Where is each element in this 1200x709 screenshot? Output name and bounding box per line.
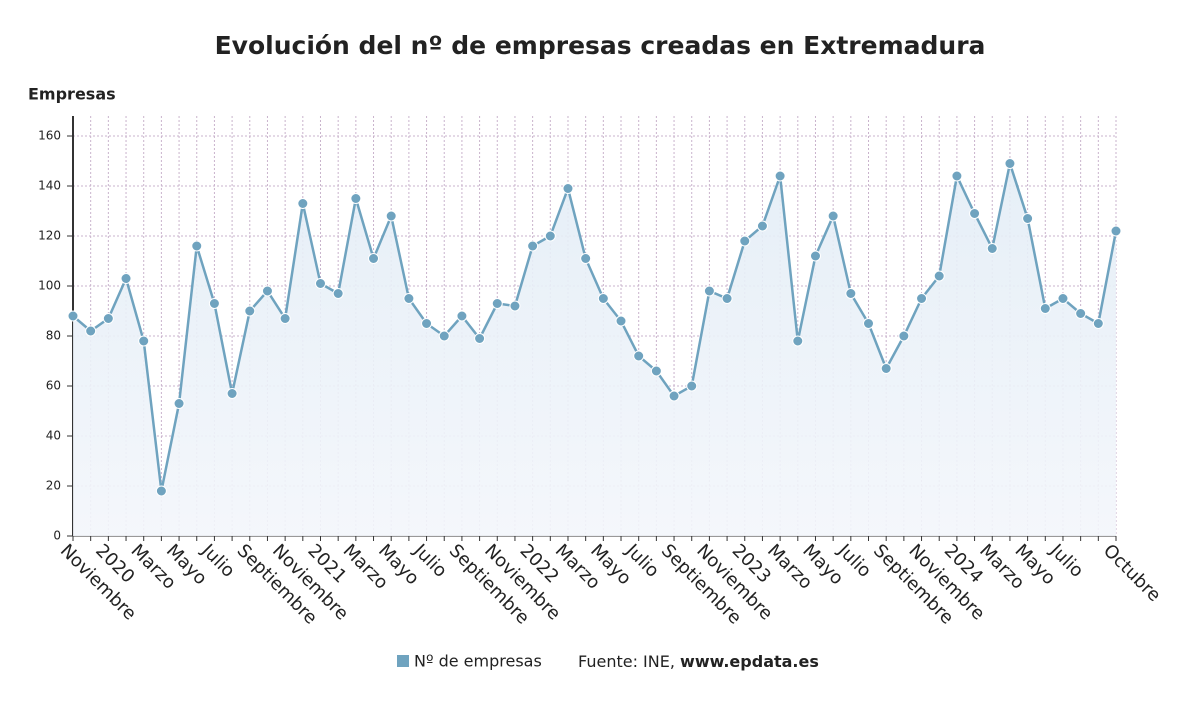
point bbox=[208, 298, 220, 309]
point bbox=[898, 330, 910, 342]
point bbox=[686, 380, 698, 392]
point bbox=[580, 253, 592, 264]
point bbox=[138, 335, 150, 347]
point bbox=[102, 313, 114, 324]
point bbox=[633, 350, 645, 362]
point bbox=[438, 330, 450, 342]
point bbox=[297, 198, 309, 209]
point bbox=[85, 325, 97, 337]
plot-area: 020406080100120140160Noviembre2020MarzoM… bbox=[38, 116, 1165, 629]
area bbox=[73, 163, 1116, 536]
point bbox=[721, 293, 733, 304]
point bbox=[226, 388, 238, 399]
point bbox=[1004, 158, 1016, 169]
point bbox=[809, 250, 821, 262]
source: Fuente: INE, www.epdata.es bbox=[578, 652, 819, 671]
point bbox=[456, 310, 468, 322]
line bbox=[72, 158, 1118, 492]
point bbox=[509, 300, 521, 312]
point bbox=[880, 363, 892, 374]
point bbox=[403, 293, 415, 304]
point bbox=[986, 243, 998, 254]
point bbox=[385, 210, 397, 222]
point bbox=[951, 170, 963, 182]
point bbox=[279, 313, 291, 324]
point bbox=[261, 285, 273, 297]
point bbox=[650, 365, 662, 377]
legend-swatch bbox=[397, 655, 409, 667]
point bbox=[1057, 293, 1069, 304]
point bbox=[244, 305, 256, 317]
y-tick-label: 120 bbox=[38, 229, 61, 243]
point bbox=[756, 220, 768, 232]
point bbox=[155, 485, 167, 497]
point bbox=[703, 285, 715, 297]
y-tick-label: 60 bbox=[46, 379, 61, 393]
point bbox=[845, 288, 857, 299]
point bbox=[969, 208, 981, 219]
point bbox=[615, 315, 627, 327]
point bbox=[527, 240, 539, 252]
point bbox=[774, 170, 786, 182]
point bbox=[863, 318, 875, 329]
point bbox=[491, 298, 503, 309]
point bbox=[1039, 303, 1051, 314]
x-tick-label: Octubre bbox=[1099, 540, 1165, 606]
y-tick-label: 0 bbox=[53, 529, 61, 543]
y-tick-label: 100 bbox=[38, 279, 61, 293]
point bbox=[314, 278, 326, 289]
point bbox=[1092, 318, 1104, 329]
point bbox=[544, 230, 556, 242]
point bbox=[350, 193, 362, 204]
point bbox=[933, 270, 945, 282]
point bbox=[562, 183, 574, 194]
point bbox=[191, 240, 203, 252]
y-tick-label: 160 bbox=[38, 129, 61, 143]
point bbox=[597, 293, 609, 304]
point bbox=[1075, 308, 1087, 319]
point bbox=[668, 390, 680, 402]
point bbox=[792, 335, 804, 347]
point bbox=[739, 235, 751, 247]
point bbox=[332, 288, 344, 299]
point bbox=[368, 253, 380, 264]
y-tick-label: 20 bbox=[46, 479, 61, 493]
y-axis-label: Empresas bbox=[28, 85, 116, 104]
point bbox=[1110, 225, 1122, 237]
point bbox=[67, 310, 79, 322]
point bbox=[827, 210, 839, 222]
point bbox=[120, 273, 132, 284]
point bbox=[474, 333, 486, 344]
point bbox=[1022, 213, 1034, 224]
y-tick-label: 140 bbox=[38, 179, 61, 193]
legend-label: Nº de empresas bbox=[414, 652, 542, 671]
source-site: www.epdata.es bbox=[680, 652, 819, 671]
point bbox=[173, 398, 185, 409]
point bbox=[421, 318, 433, 329]
point bbox=[916, 293, 928, 304]
chart-title: Evolución del nº de empresas creadas en … bbox=[215, 31, 986, 60]
y-tick-label: 80 bbox=[46, 329, 61, 343]
source-text: Fuente: INE, bbox=[578, 652, 675, 671]
y-tick-label: 40 bbox=[46, 429, 61, 443]
